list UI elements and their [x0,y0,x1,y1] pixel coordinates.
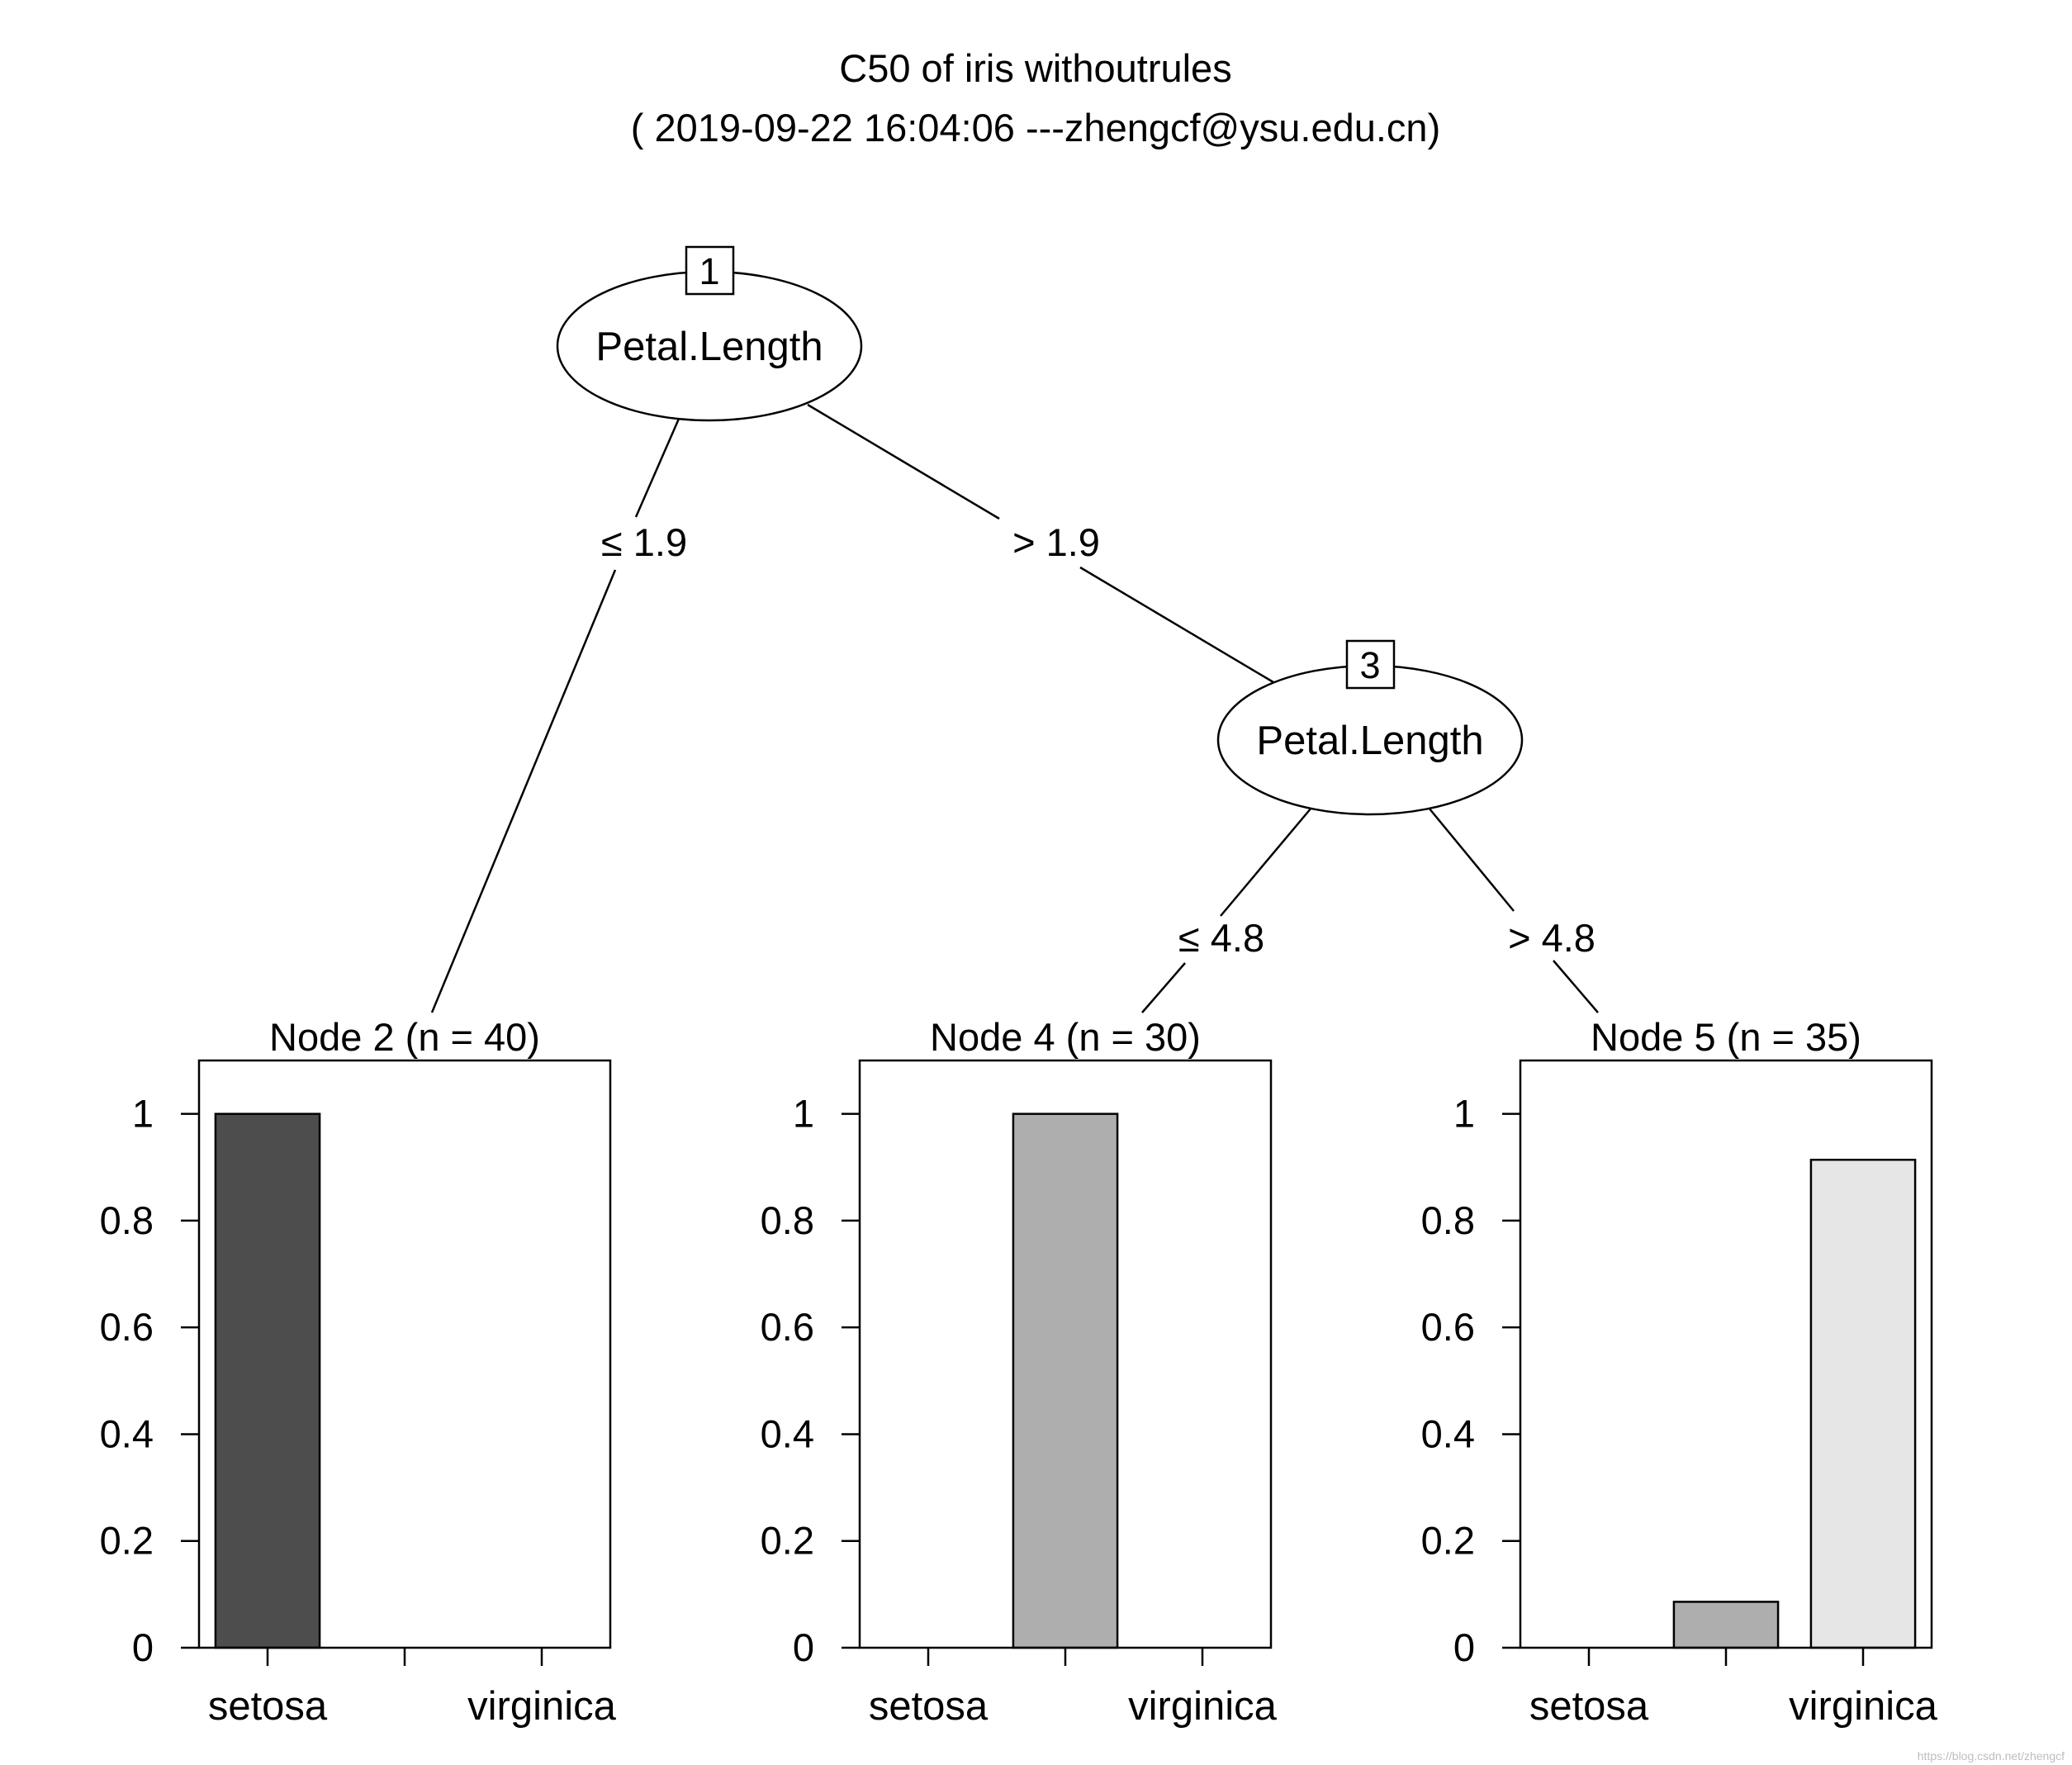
tree-node-1: Petal.Length 1 [556,245,863,422]
y-tick-label: 0.4 [761,1412,814,1455]
terminal-panel-1: Node 2 (n = 40) 0 0.2 0.4 0.6 0.8 1 setosa virgi… [100,1015,617,1729]
edge-3-5-lower [1553,960,1599,1013]
edge-1-2-lower [430,569,617,1013]
edge-1-2-upper [634,418,680,518]
y-tick-label: 0.2 [761,1519,814,1563]
edge-1-3-lower [1079,566,1274,684]
y-tick-label: 0 [1453,1625,1475,1669]
y-tick-label: 0.2 [100,1519,154,1563]
diagram-subtitle: ( 2019-09-22 16:04:06 ---zhengcf@ysu.edu… [631,106,1440,149]
y-tick-label: 0.4 [100,1412,154,1455]
panel-title: Node 5 (n = 35) [1591,1015,1861,1059]
bar-versicolor [1012,1113,1119,1649]
x-label-virginica: virginica [1128,1684,1277,1729]
bar-setosa [214,1113,321,1649]
tree-node-3: Petal.Length 3 [1216,639,1524,816]
x-label-virginica: virginica [1789,1684,1937,1729]
edge-3-5-upper [1428,807,1515,912]
y-tick-label: 0.8 [100,1198,154,1242]
y-tick-label: 0.6 [100,1305,154,1349]
y-tick-label: 0.8 [1421,1198,1475,1242]
y-tick-label: 0.6 [761,1305,814,1349]
edge-label-3-5: > 4.8 [1508,916,1595,960]
y-tick-label: 0.2 [1421,1519,1475,1563]
node-3-id-box [1345,639,1396,690]
x-label-setosa: setosa [1529,1684,1649,1729]
diagram-title: C50 of iris withoutrules [839,46,1231,90]
bar-virginica [1809,1158,1917,1649]
terminal-panel-3: Node 5 (n = 35) 0 0.2 0.4 0.6 0.8 1 setosa virgi… [1421,1015,1938,1729]
x-label-setosa: setosa [208,1684,328,1729]
y-tick-label: 0.6 [1421,1305,1475,1349]
y-tick-label: 0.8 [761,1198,814,1242]
node-1-label: Petal.Length [595,325,823,369]
edge-1-3-upper [807,403,1000,520]
panel-title: Node 2 (n = 40) [269,1015,540,1059]
node-3-label: Petal.Length [1256,719,1483,763]
edge-label-1-3: > 1.9 [1012,520,1100,564]
terminal-panel-2: Node 4 (n = 30) 0 0.2 0.4 0.6 0.8 1 setosa virgi… [761,1015,1278,1729]
tree-edges [430,403,1599,1013]
node-1-id: 1 [699,250,719,292]
y-tick-label: 1 [132,1092,154,1136]
terminal-panels: Node 2 (n = 40) 0 0.2 0.4 0.6 0.8 1 setosa virgi… [100,1015,1938,1729]
watermark-text: https://blog.csdn.net/zhengcf [1918,1749,2065,1763]
edge-label-1-2: ≤ 1.9 [601,520,687,564]
y-tick-label: 0.4 [1421,1412,1475,1455]
y-tick-label: 0 [132,1625,154,1669]
edge-label-3-4: ≤ 4.8 [1178,916,1264,960]
y-tick-label: 0 [793,1625,814,1669]
node-3-id: 3 [1359,644,1380,686]
x-label-virginica: virginica [467,1684,616,1729]
bar-versicolor [1672,1601,1780,1649]
panel-title: Node 4 (n = 30) [930,1015,1201,1059]
y-tick-label: 1 [1453,1092,1475,1136]
node-1-id-box [685,245,735,296]
y-tick-label: 1 [793,1092,814,1136]
x-label-setosa: setosa [869,1684,989,1729]
edge-3-4-upper [1220,807,1312,917]
edge-3-4-lower [1141,962,1186,1013]
